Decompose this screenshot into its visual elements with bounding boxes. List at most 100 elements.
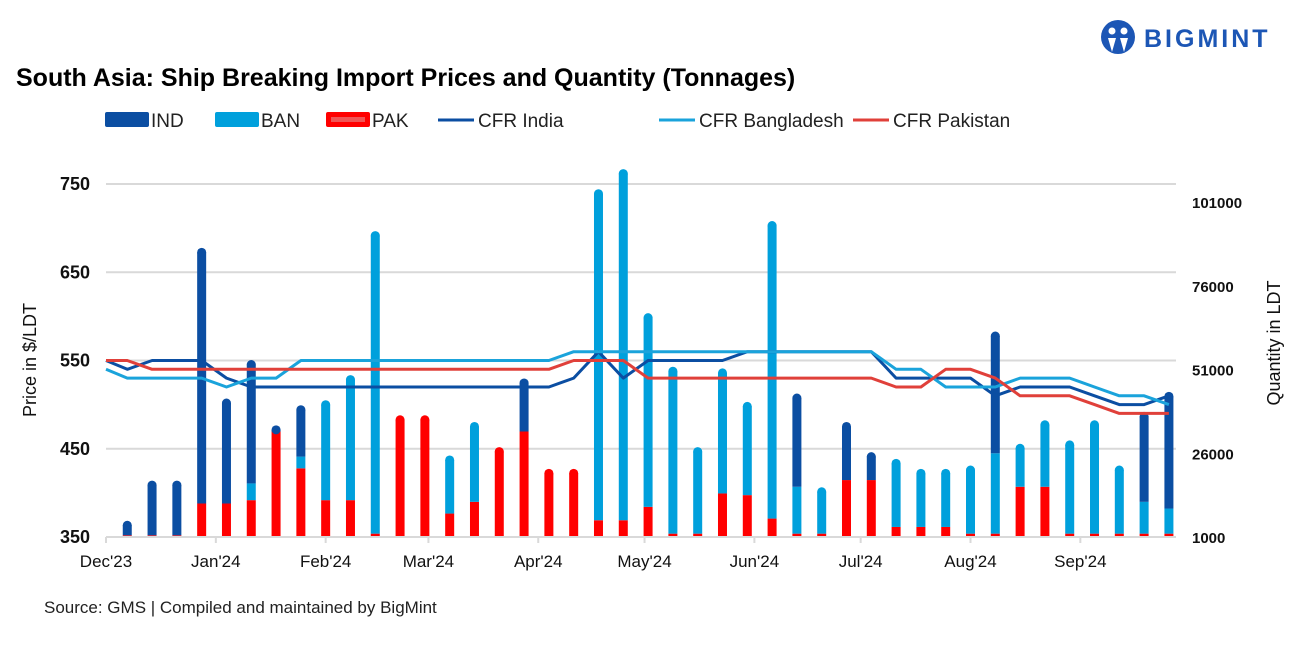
bar-pak [891, 526, 901, 537]
x-tick-label: May'24 [617, 552, 671, 571]
bar-ban [469, 426, 479, 502]
bar-stack [246, 360, 256, 537]
bar-stack [1090, 420, 1100, 537]
bar-stack [717, 368, 727, 537]
bar-ban [321, 404, 331, 501]
bar-cap [246, 360, 256, 370]
bar-pak [941, 526, 951, 537]
bar-stack [321, 400, 331, 537]
x-tick-label: Mar'24 [403, 552, 454, 571]
bar-stack [618, 169, 628, 537]
bar-stack [817, 487, 827, 537]
bar-cap [370, 231, 380, 241]
x-tick-label: Feb'24 [300, 552, 351, 571]
y-tick-label: 450 [60, 439, 90, 459]
lines [105, 350, 1170, 415]
bar-cap [891, 458, 901, 468]
bar-ban [618, 173, 628, 521]
y2-axis-title: Quantity in LDT [1264, 280, 1284, 405]
bar-stack [345, 375, 355, 537]
bar-cap [296, 405, 306, 415]
bar-cap [544, 468, 554, 478]
bar-cap [668, 366, 678, 376]
bar-pak [841, 480, 851, 537]
bars [122, 169, 1174, 537]
bar-ban [296, 456, 306, 469]
bar-stack [370, 231, 380, 537]
bar-cap [469, 421, 479, 431]
bar-pak [618, 520, 628, 537]
bar-ban [693, 451, 703, 534]
bar-pak [668, 533, 678, 537]
legend: IND BAN PAK CFR India CFR Bangladesh CFR Paki… [105, 111, 1010, 132]
bar-ban [717, 372, 727, 494]
bar-pak [1090, 533, 1100, 537]
bar-pak [370, 533, 380, 537]
bar-pak [469, 501, 479, 537]
bar-cap [147, 480, 157, 490]
bar-pak [246, 500, 256, 537]
line-cfr-pakistan [106, 359, 1169, 415]
bar-stack [271, 425, 281, 537]
bar-cap [1040, 420, 1050, 430]
bar-cap [221, 398, 231, 408]
chart-title: South Asia: Ship Breaking Import Prices … [16, 64, 795, 92]
bar-cap [569, 468, 579, 478]
bar-cap [345, 375, 355, 385]
y2-tick-label: 26000 [1192, 446, 1234, 463]
bar-ban [891, 463, 901, 527]
y2-tick-label: 76000 [1192, 279, 1234, 296]
bar-pak [866, 480, 876, 537]
y-tick-label: 750 [60, 174, 90, 194]
x-tick-label: Jun'24 [730, 552, 780, 571]
bar-pak [445, 513, 455, 537]
bar-ind [519, 382, 529, 432]
bar-pak [296, 468, 306, 537]
bar-stack [1015, 443, 1025, 537]
bar-pak [395, 419, 405, 537]
bar-ban [990, 453, 1000, 534]
bar-cap [618, 169, 628, 179]
bar-ind [296, 409, 306, 457]
bar-cap [990, 331, 1000, 341]
bar-ban [246, 483, 256, 501]
bar-cap [817, 487, 827, 497]
bar-ind [246, 364, 256, 484]
bar-ban [941, 473, 951, 527]
legend-label: BAN [261, 111, 300, 132]
bar-ind [792, 398, 802, 487]
bar-ban [1065, 444, 1075, 534]
legend-item: BAN [215, 111, 300, 132]
bar-cap [941, 468, 951, 478]
bar-stack [172, 480, 182, 537]
bar-cap [717, 368, 727, 378]
bar-pak [519, 431, 529, 537]
bar-pak [271, 431, 281, 537]
bar-pak [643, 506, 653, 537]
x-tick-label: Jan'24 [191, 552, 241, 571]
bar-cap [197, 247, 207, 257]
axes: 350 450 550 650 750 1000 26000 51000 76000 101000… [60, 174, 1242, 571]
x-tick-label: Dec'23 [80, 552, 132, 571]
bar-stack [742, 401, 752, 537]
logo-icon [1101, 20, 1135, 54]
bar-cap [1114, 465, 1124, 475]
bar-cap [321, 400, 331, 410]
legend-item: PAK [326, 111, 409, 132]
bar-ban [593, 193, 603, 521]
bar-ind [147, 485, 157, 536]
bar-pak [792, 533, 802, 537]
bar-stack [593, 189, 603, 537]
bar-stack [197, 247, 207, 537]
y-tick-label: 650 [60, 262, 90, 282]
bar-stack [990, 331, 1000, 537]
bar-stack [420, 415, 430, 537]
bar-ind [1164, 396, 1174, 509]
legend-item: IND [105, 111, 184, 132]
bar-ind [866, 456, 876, 481]
bar-stack [668, 366, 678, 537]
bar-stack [916, 468, 926, 537]
bar-ban [445, 459, 455, 514]
bar-stack [147, 480, 157, 537]
bar-cap [693, 447, 703, 457]
